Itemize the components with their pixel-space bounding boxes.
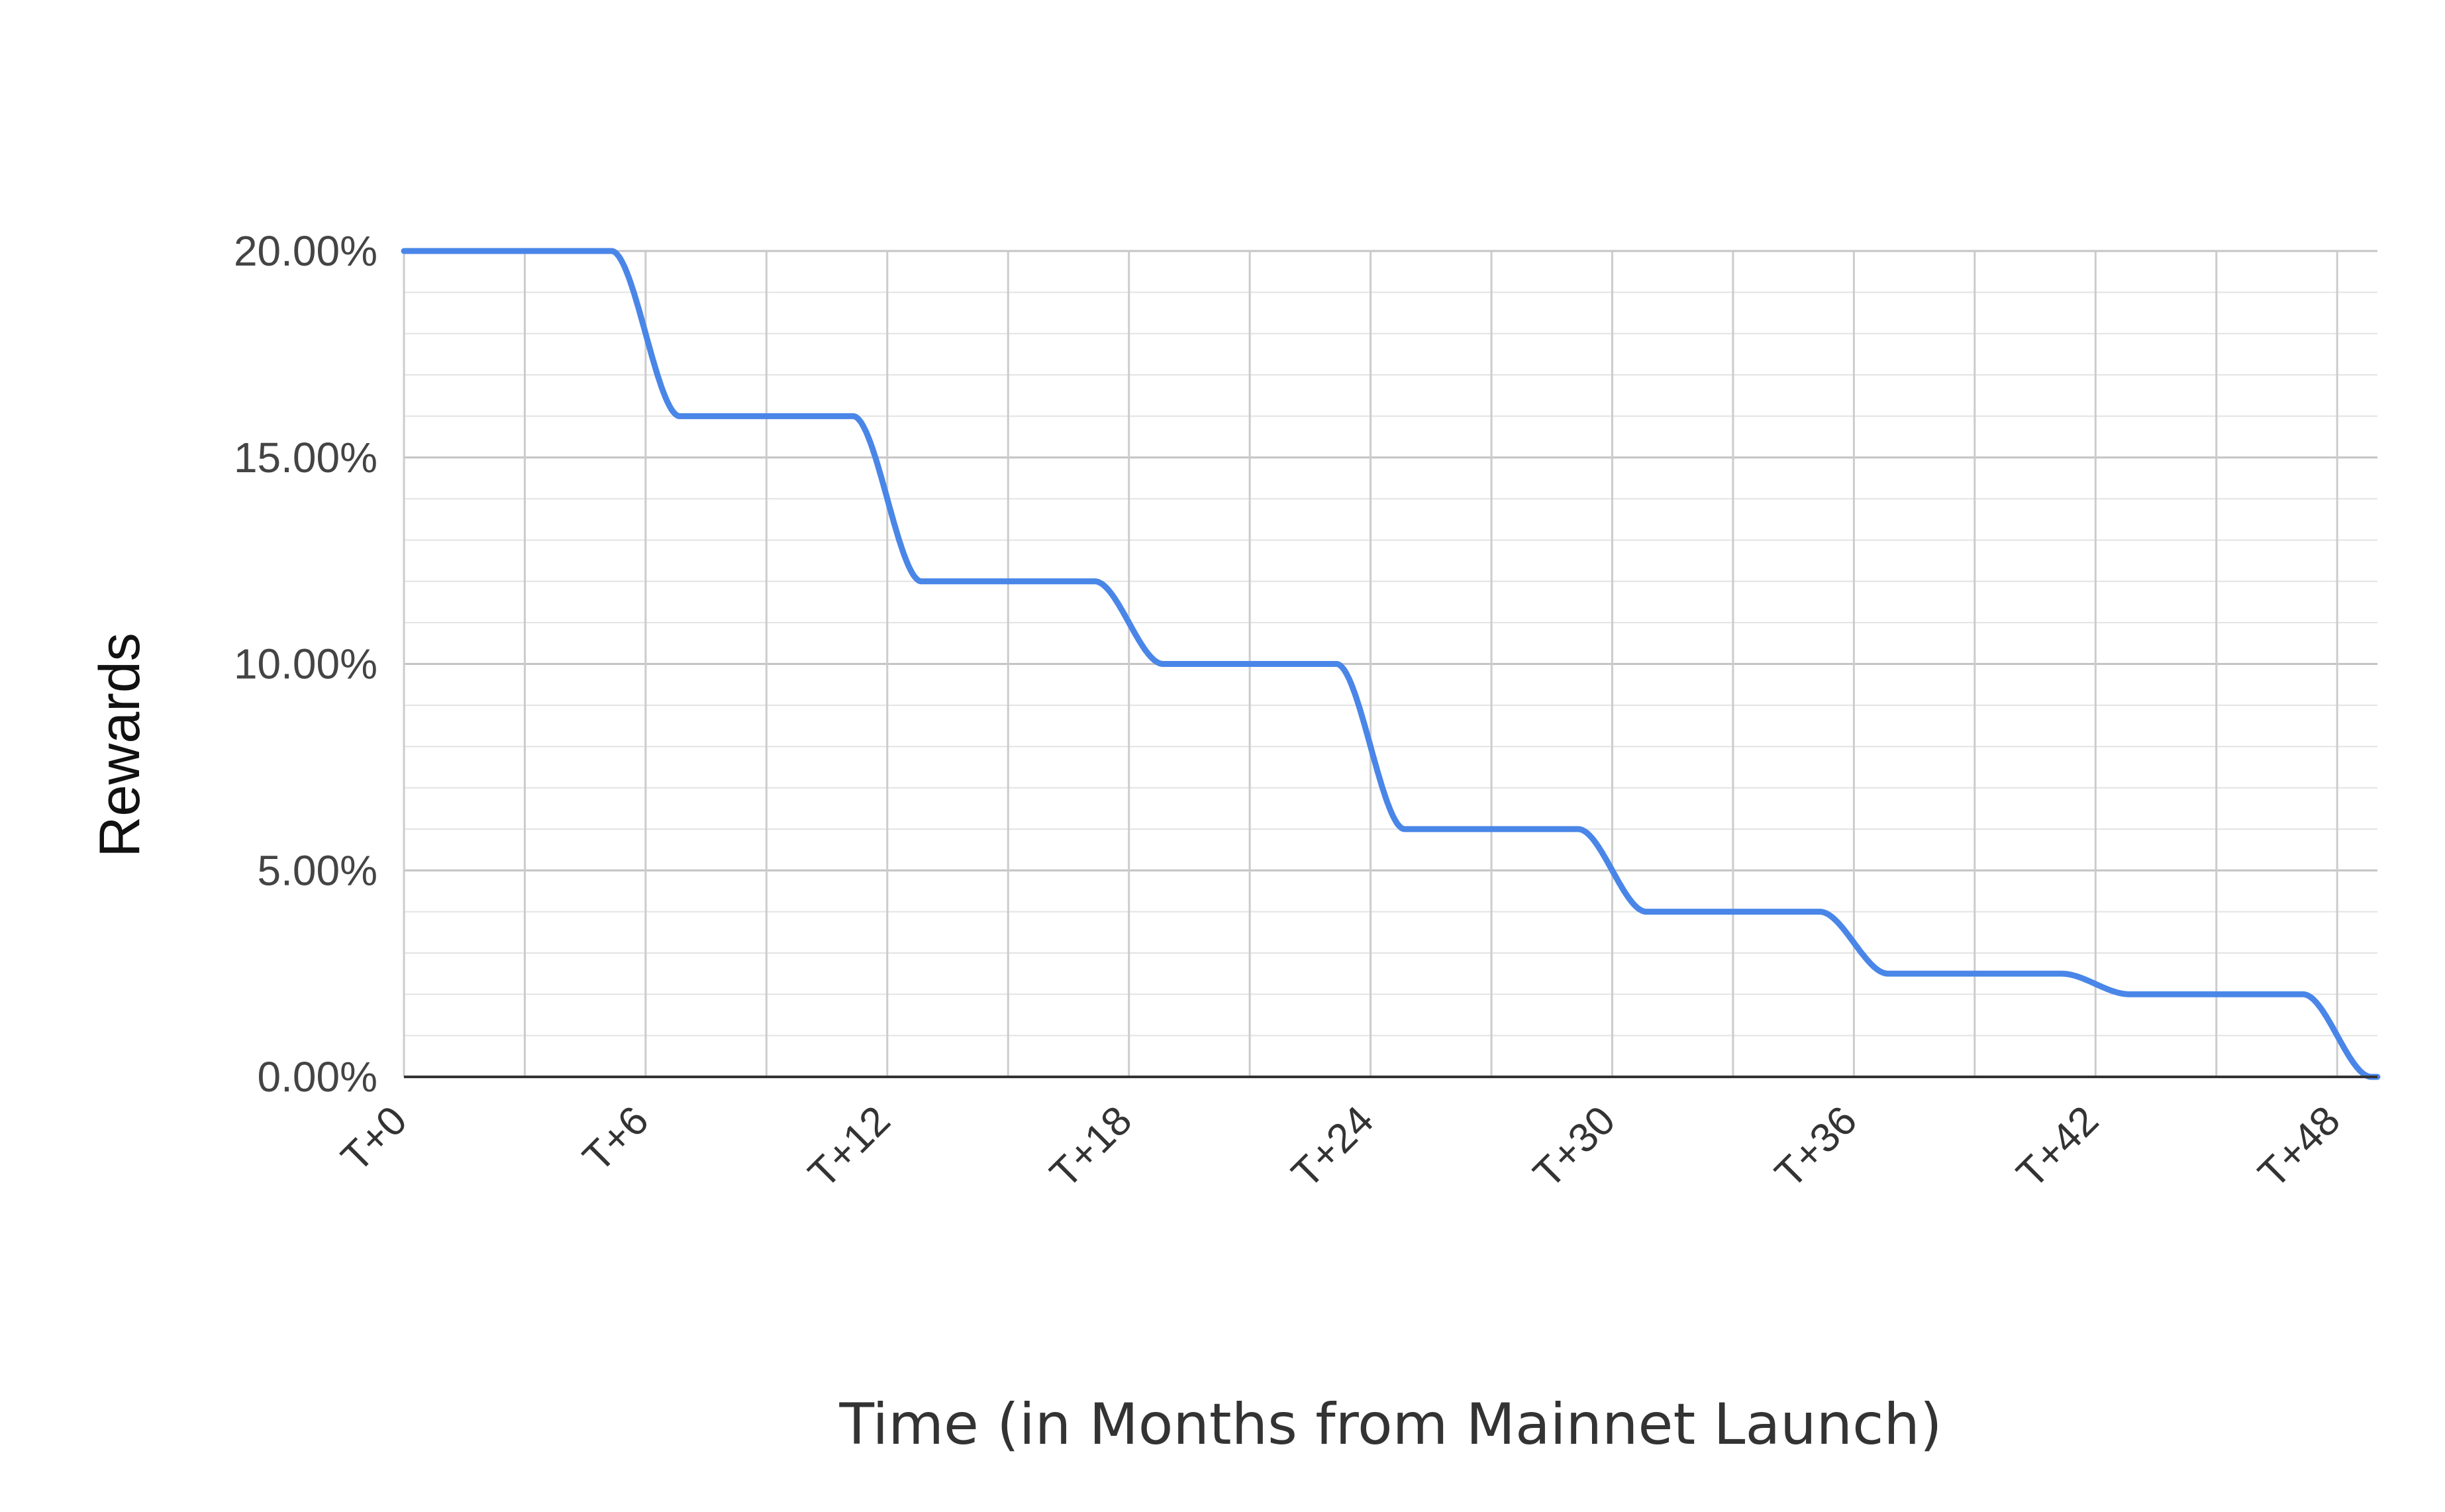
y-tick-label: 20.00%: [234, 227, 377, 275]
y-axis-ticks: 0.00% 5.00% 10.00% 15.00% 20.00%: [234, 227, 377, 1101]
series-layer: [401, 248, 2381, 1080]
y-tick-label: 5.00%: [258, 846, 377, 894]
y-tick-label: 0.00%: [258, 1053, 377, 1101]
y-axis-label: Rewards: [88, 632, 152, 857]
rewards-series-line: [401, 248, 2381, 1080]
x-axis-label: Time (in Months from Mainnet Launch): [839, 1391, 1942, 1458]
y-tick-label: 10.00%: [234, 640, 377, 688]
minor-gridlines: [404, 291, 2377, 1036]
y-tick-label: 15.00%: [234, 434, 377, 481]
